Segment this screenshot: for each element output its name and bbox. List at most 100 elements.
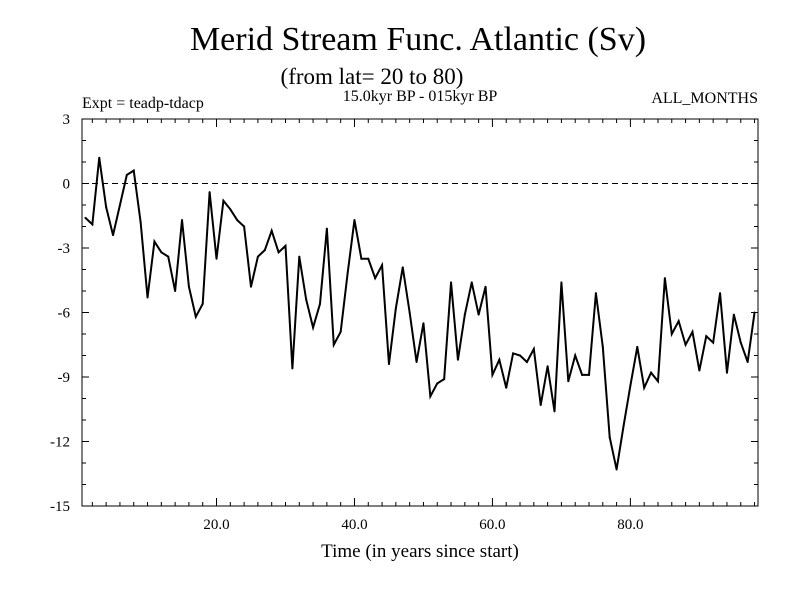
data-point — [187, 285, 190, 288]
data-point — [443, 378, 446, 381]
data-point — [463, 313, 466, 316]
data-point — [132, 169, 135, 172]
series-layer — [84, 156, 756, 471]
data-point — [112, 234, 115, 237]
data-point — [229, 208, 232, 211]
data-point — [484, 285, 487, 288]
data-point — [615, 468, 618, 471]
data-point — [360, 257, 363, 260]
y-tick-label: -15 — [50, 499, 70, 515]
data-point — [705, 335, 708, 338]
data-point — [491, 373, 494, 376]
y-tick-label: -9 — [58, 370, 71, 386]
data-point — [629, 384, 632, 387]
data-point — [105, 206, 108, 209]
data-point — [381, 264, 384, 267]
data-point — [284, 244, 287, 247]
data-point — [387, 363, 390, 366]
data-point — [656, 380, 659, 383]
data-point — [643, 386, 646, 389]
data-point — [594, 292, 597, 295]
data-point — [691, 330, 694, 333]
data-point — [353, 219, 356, 222]
data-point — [98, 156, 101, 159]
data-point — [567, 380, 570, 383]
data-point — [636, 345, 639, 348]
data-point — [401, 266, 404, 269]
data-point — [263, 249, 266, 252]
data-point — [498, 358, 501, 361]
data-point — [753, 311, 756, 314]
data-point — [167, 255, 170, 258]
data-point — [719, 292, 722, 295]
data-point — [532, 348, 535, 351]
period-label: 15.0kyr BP - 015kyr BP — [343, 88, 498, 105]
data-point — [746, 360, 749, 363]
data-point — [298, 255, 301, 258]
chart-subtitle: (from lat= 20 to 80) — [281, 64, 464, 89]
data-point — [429, 395, 432, 398]
data-point — [146, 296, 149, 299]
data-point — [153, 240, 156, 243]
data-point — [181, 219, 184, 222]
data-point — [408, 311, 411, 314]
data-point — [174, 290, 177, 292]
data-point — [553, 410, 556, 413]
data-point — [698, 369, 701, 372]
data-point — [519, 354, 522, 357]
data-point — [325, 227, 328, 230]
data-point — [512, 352, 515, 355]
data-point — [374, 277, 377, 280]
data-point — [118, 204, 121, 206]
data-point — [450, 281, 453, 284]
data-point — [332, 343, 335, 346]
y-tick-label: 0 — [63, 177, 71, 193]
data-point — [250, 285, 252, 288]
data-point — [305, 298, 308, 301]
series-line — [84, 157, 756, 470]
data-point — [125, 173, 128, 176]
x-tick-label: 20.0 — [203, 517, 229, 533]
data-point — [222, 199, 225, 202]
x-axis: 20.0 40.0 60.0 80.0 — [91, 119, 756, 533]
data-point — [581, 373, 584, 376]
data-point — [256, 255, 259, 258]
months-label: ALL_MONTHS — [651, 90, 758, 107]
data-point — [422, 322, 425, 325]
data-point — [608, 436, 611, 439]
data-point — [318, 302, 321, 305]
data-point — [415, 360, 418, 363]
data-point — [291, 367, 294, 370]
data-point — [546, 365, 549, 368]
data-point — [84, 216, 87, 219]
y-tick-label: -6 — [58, 306, 71, 322]
x-tick-label: 40.0 — [341, 517, 367, 533]
data-point — [160, 251, 163, 254]
data-point — [367, 257, 370, 260]
data-point — [477, 313, 480, 316]
data-point — [684, 343, 687, 346]
data-point — [236, 219, 239, 222]
data-point — [470, 281, 473, 284]
chart-title: Merid Stream Func. Atlantic (Sv) — [190, 21, 646, 58]
data-point — [588, 373, 590, 376]
experiment-label: Expt = teadp-tdacp — [82, 95, 204, 112]
data-point — [505, 386, 508, 389]
data-point — [725, 371, 728, 374]
data-point — [201, 302, 204, 305]
data-point — [739, 341, 742, 344]
data-point — [91, 223, 94, 226]
data-point — [712, 341, 715, 344]
data-point — [436, 382, 439, 385]
data-point — [208, 191, 211, 194]
data-point — [312, 326, 315, 329]
data-point — [139, 221, 142, 224]
data-point — [560, 281, 563, 284]
plot-frame — [81, 118, 759, 507]
data-point — [194, 315, 197, 318]
data-point — [732, 313, 735, 316]
x-axis-label: Time (in years since start) — [321, 541, 519, 562]
x-tick-label: 60.0 — [479, 517, 505, 533]
data-point — [525, 360, 528, 363]
